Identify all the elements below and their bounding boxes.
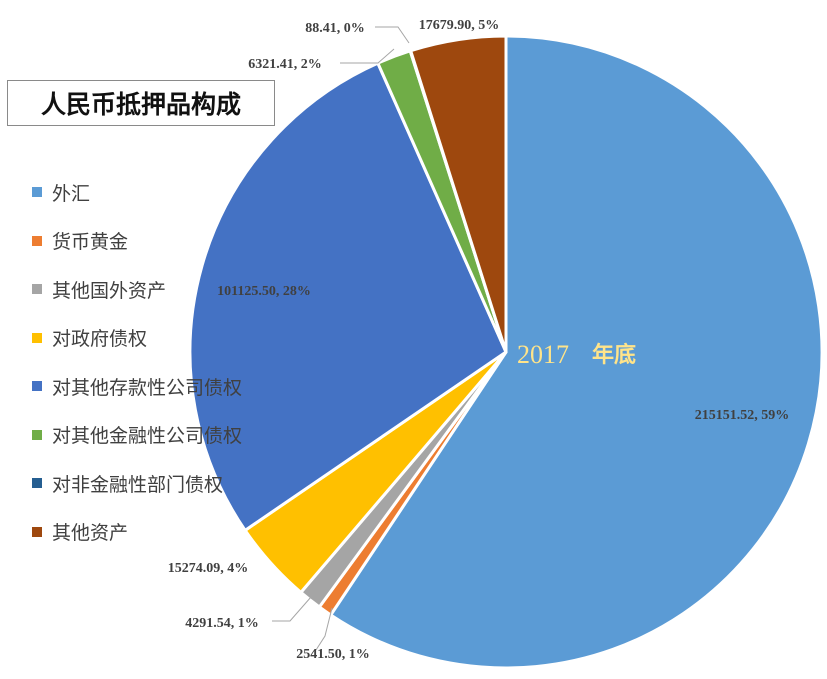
legend-label: 对其他存款性公司债权 — [52, 376, 243, 399]
legend-swatch — [32, 478, 42, 489]
data-label-5: 6321.41, 2% — [248, 57, 322, 72]
legend-item-1: 货币黄金 — [32, 217, 242, 266]
legend-label: 其他国外资产 — [52, 279, 167, 302]
legend-item-5: 对其他金融性公司债权 — [32, 411, 242, 460]
pie-slice-0 — [329, 34, 824, 670]
legend-swatch — [32, 526, 42, 537]
legend-swatch — [32, 284, 42, 295]
legend-label: 对其他金融性公司债权 — [52, 425, 243, 448]
legend-item-3: 对政府债权 — [32, 314, 242, 363]
leader-line-6 — [375, 26, 410, 44]
data-label-3: 15274.09, 4% — [168, 561, 249, 576]
leader-line-5 — [340, 48, 395, 64]
data-label-1: 2541.50, 1% — [296, 647, 370, 662]
legend-label: 对非金融性部门债权 — [52, 473, 224, 496]
legend-swatch — [32, 235, 42, 246]
legend-label: 对政府债权 — [52, 328, 148, 351]
leader-line-1 — [315, 607, 333, 651]
legend-item-2: 其他国外资产 — [32, 265, 242, 314]
legend-label: 外汇 — [52, 182, 91, 205]
data-label-6: 88.41, 0% — [305, 21, 365, 36]
data-label-4: 101125.50, 28% — [217, 284, 311, 299]
leader-line-2 — [272, 596, 312, 622]
legend-swatch — [32, 429, 42, 440]
legend-swatch — [32, 187, 42, 198]
legend-swatch — [32, 381, 42, 392]
legend-swatch — [32, 332, 42, 343]
pie-slice-4 — [188, 61, 508, 532]
legend: 外汇货币黄金其他国外资产 对政府债权对其他存款性公司债权 对其他金融性公司债权 对非金… — [32, 168, 242, 556]
data-label-2: 4291.54, 1% — [185, 616, 259, 631]
data-label-7: 17679.90, 5% — [419, 18, 500, 33]
chart-title: 人民币抵押品构成 — [7, 80, 275, 126]
data-label-0: 215151.52, 59% — [695, 408, 790, 423]
center-year-label: 2017 — [517, 340, 569, 369]
legend-label: 货币黄金 — [52, 231, 129, 254]
legend-label: 其他资产 — [52, 522, 129, 545]
pie-slice-7 — [409, 34, 508, 354]
center-unit-label: 年底 — [592, 342, 636, 368]
legend-item-4: 对其他存款性公司债权 — [32, 362, 242, 411]
legend-item-7: 其他资产 — [32, 508, 242, 557]
legend-item-0: 外汇 — [32, 168, 242, 217]
legend-item-6: 对非金融性部门债权 — [32, 459, 242, 508]
